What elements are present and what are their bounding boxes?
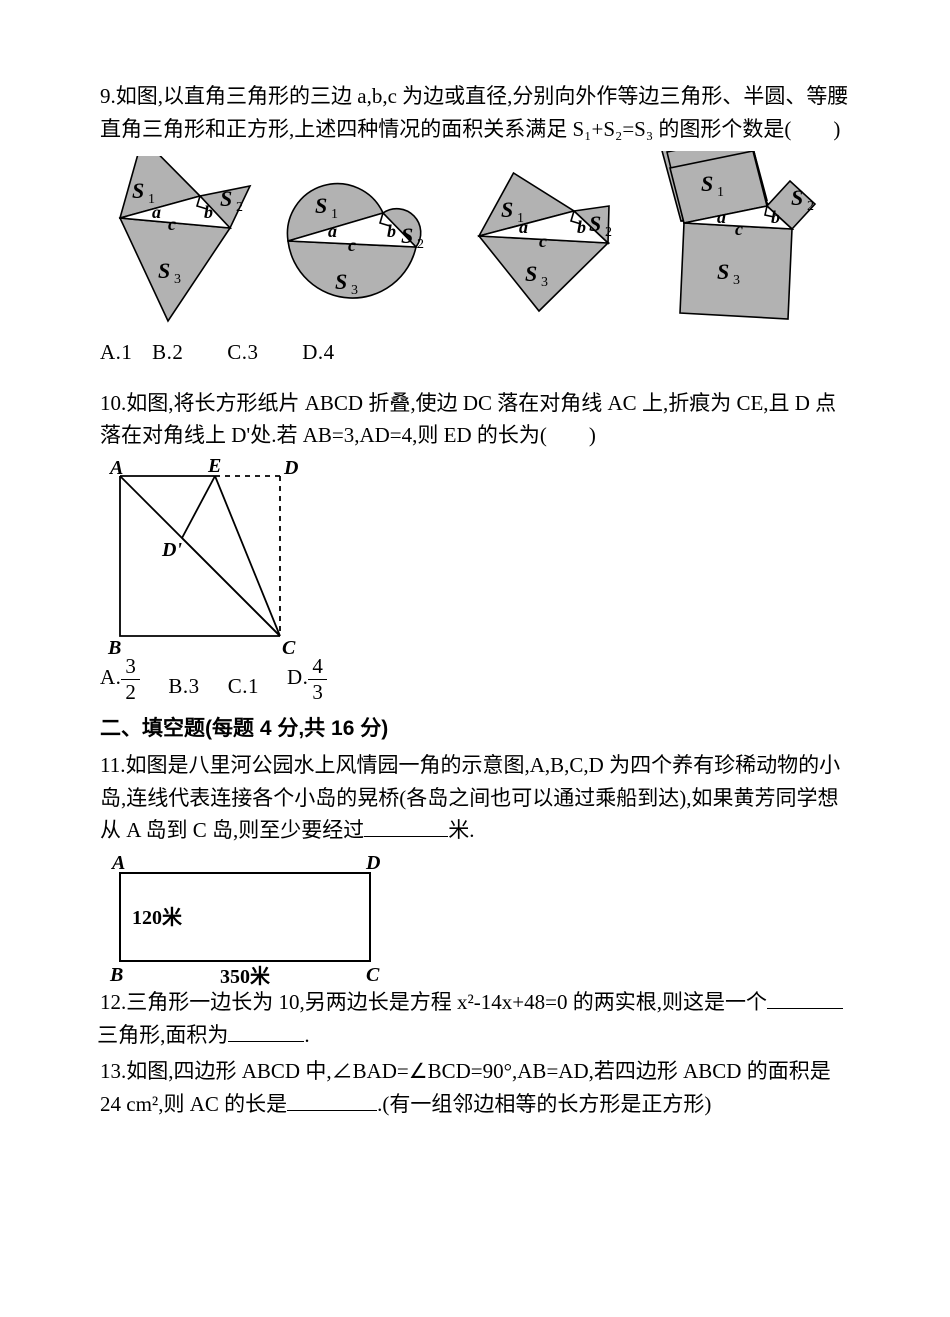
svg-text:a: a [152, 202, 161, 222]
svg-text:1: 1 [717, 185, 724, 200]
svg-text:2: 2 [807, 199, 814, 214]
svg-text:S: S [335, 269, 347, 294]
blank-q12a [767, 986, 843, 1009]
q9-fig-iso-right: S1 S2 S3 a b c [461, 171, 631, 326]
svg-text:S: S [589, 211, 601, 236]
answer-a: A.1 [100, 336, 132, 369]
svg-text:S: S [132, 178, 144, 203]
q13-prompt: 13.如图,四边形 ABCD 中,∠BAD=∠BCD=90°,AB=AD,若四边… [100, 1055, 850, 1120]
svg-text:b: b [204, 202, 213, 222]
svg-text:c: c [168, 214, 176, 234]
q9-prompt: 9.如图,以直角三角形的三边 a,b,c 为边或直径,分别向外作等边三角形、半圆… [100, 80, 850, 145]
svg-text:1: 1 [331, 207, 338, 222]
svg-text:3: 3 [351, 283, 358, 298]
answer-b: B.2 [152, 336, 183, 369]
q9-figure-row: S1 S2 S3 a b c S1 S2 S3 a b c S1 S2 [100, 151, 850, 326]
blank-q12b [228, 1019, 304, 1042]
section-2-title: 二、填空题(每题 4 分,共 16 分) [100, 713, 850, 746]
svg-text:S: S [717, 259, 729, 284]
answer-b: B.3 [168, 670, 199, 703]
svg-text:2: 2 [605, 225, 612, 240]
svg-text:b: b [577, 217, 586, 237]
svg-text:b: b [771, 207, 780, 227]
q10-answer-options: A.32 B.3 C.1 D.43 [100, 656, 850, 703]
q10-prompt: 10.如图,将长方形纸片 ABCD 折叠,使边 DC 落在对角线 AC 上,折痕… [100, 387, 850, 452]
svg-text:B: B [109, 964, 123, 986]
svg-text:a: a [328, 221, 337, 241]
svg-text:S: S [525, 261, 537, 286]
svg-text:3: 3 [733, 273, 740, 288]
q11-figure: A D B C 120米 350米 [100, 851, 400, 986]
svg-text:S: S [220, 186, 232, 211]
answer-a: A.32 [100, 656, 140, 703]
q12-prompt: 12.三角形一边长为 10,另两边长是方程 x²-14x+48=0 的两实根,则… [100, 986, 850, 1051]
label-A: A [108, 457, 123, 479]
answer-d: D.43 [287, 656, 327, 703]
svg-text:c: c [539, 231, 547, 251]
svg-text:S: S [501, 197, 513, 222]
label-Dp: D' [161, 539, 182, 561]
blank-q11 [364, 814, 448, 837]
label-B: B [107, 637, 121, 656]
svg-text:S: S [315, 193, 327, 218]
q9-fig-semicircles: S1 S2 S3 a b c [273, 171, 443, 326]
svg-text:D: D [365, 852, 380, 874]
svg-text:A: A [110, 852, 125, 874]
svg-text:S: S [158, 258, 170, 283]
svg-text:C: C [366, 964, 380, 986]
svg-text:S: S [701, 171, 713, 196]
svg-text:S: S [791, 185, 803, 210]
answer-d: D.4 [302, 336, 334, 369]
svg-text:2: 2 [236, 200, 243, 215]
svg-text:c: c [348, 235, 356, 255]
svg-text:a: a [717, 207, 726, 227]
svg-text:2: 2 [417, 237, 424, 252]
svg-text:3: 3 [174, 272, 181, 287]
label-D: D [283, 457, 298, 479]
q9-answer-options: A.1 B.2 C.3 D.4 [100, 336, 850, 369]
label-350m: 350米 [220, 965, 271, 986]
svg-text:c: c [735, 219, 743, 239]
svg-text:S: S [401, 223, 413, 248]
label-120m: 120米 [132, 906, 183, 929]
q9-fig-triangles: S1 S2 S3 a b c [100, 156, 255, 326]
label-C: C [282, 637, 296, 656]
q10-figure: A E D D' B C [100, 456, 320, 656]
q11-prompt: 11.如图是八里河公园水上风情园一角的示意图,A,B,C,D 为四个养有珍稀动物… [100, 749, 850, 847]
svg-text:a: a [519, 217, 528, 237]
q9-fig-squares: S1 S2 S3 a b c [649, 151, 839, 326]
answer-c: C.1 [228, 670, 259, 703]
answer-c: C.3 [227, 336, 258, 369]
svg-text:b: b [387, 221, 396, 241]
svg-text:3: 3 [541, 275, 548, 290]
blank-q13 [287, 1088, 377, 1111]
label-E: E [207, 456, 221, 477]
